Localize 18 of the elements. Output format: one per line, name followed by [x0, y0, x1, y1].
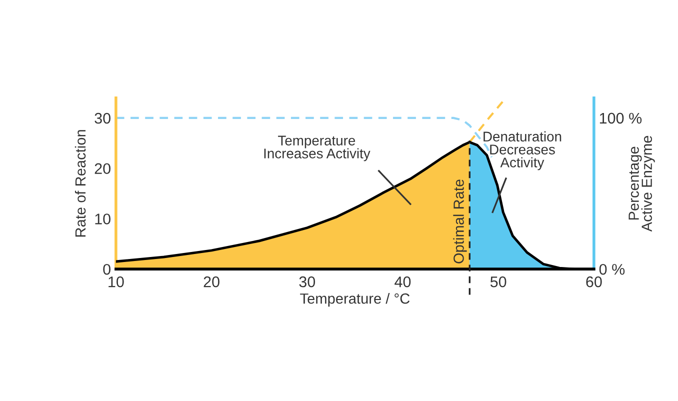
y-axis-title: Rate of Reaction — [74, 130, 86, 237]
x-tick-label: 50 — [490, 276, 506, 288]
annotation: Temperature Increases Activity — [264, 136, 370, 162]
x-tick-label: 10 — [108, 276, 124, 288]
y2-tick-label: 0 % — [599, 264, 625, 275]
annotation: Denaturation Decreases Activity — [484, 131, 562, 170]
x-axis-title: Temperature / °C — [300, 293, 410, 307]
y-tick-label: 30 — [94, 112, 110, 124]
ref-line-label: Optimal Rate — [453, 180, 467, 264]
x-tick-label: 30 — [299, 276, 316, 288]
y-tick-label: 20 — [94, 163, 110, 174]
x-tick-label: 20 — [204, 276, 220, 288]
y2-tick-label: 100 % — [600, 112, 642, 124]
y-tick-label: 10 — [95, 214, 110, 224]
x-tick-label: 60 — [586, 276, 602, 288]
y-tick-label: 0 — [103, 264, 110, 275]
y2-axis-title: Percentage Active Enzyme — [628, 136, 655, 232]
x-tick-label: 40 — [394, 276, 411, 288]
